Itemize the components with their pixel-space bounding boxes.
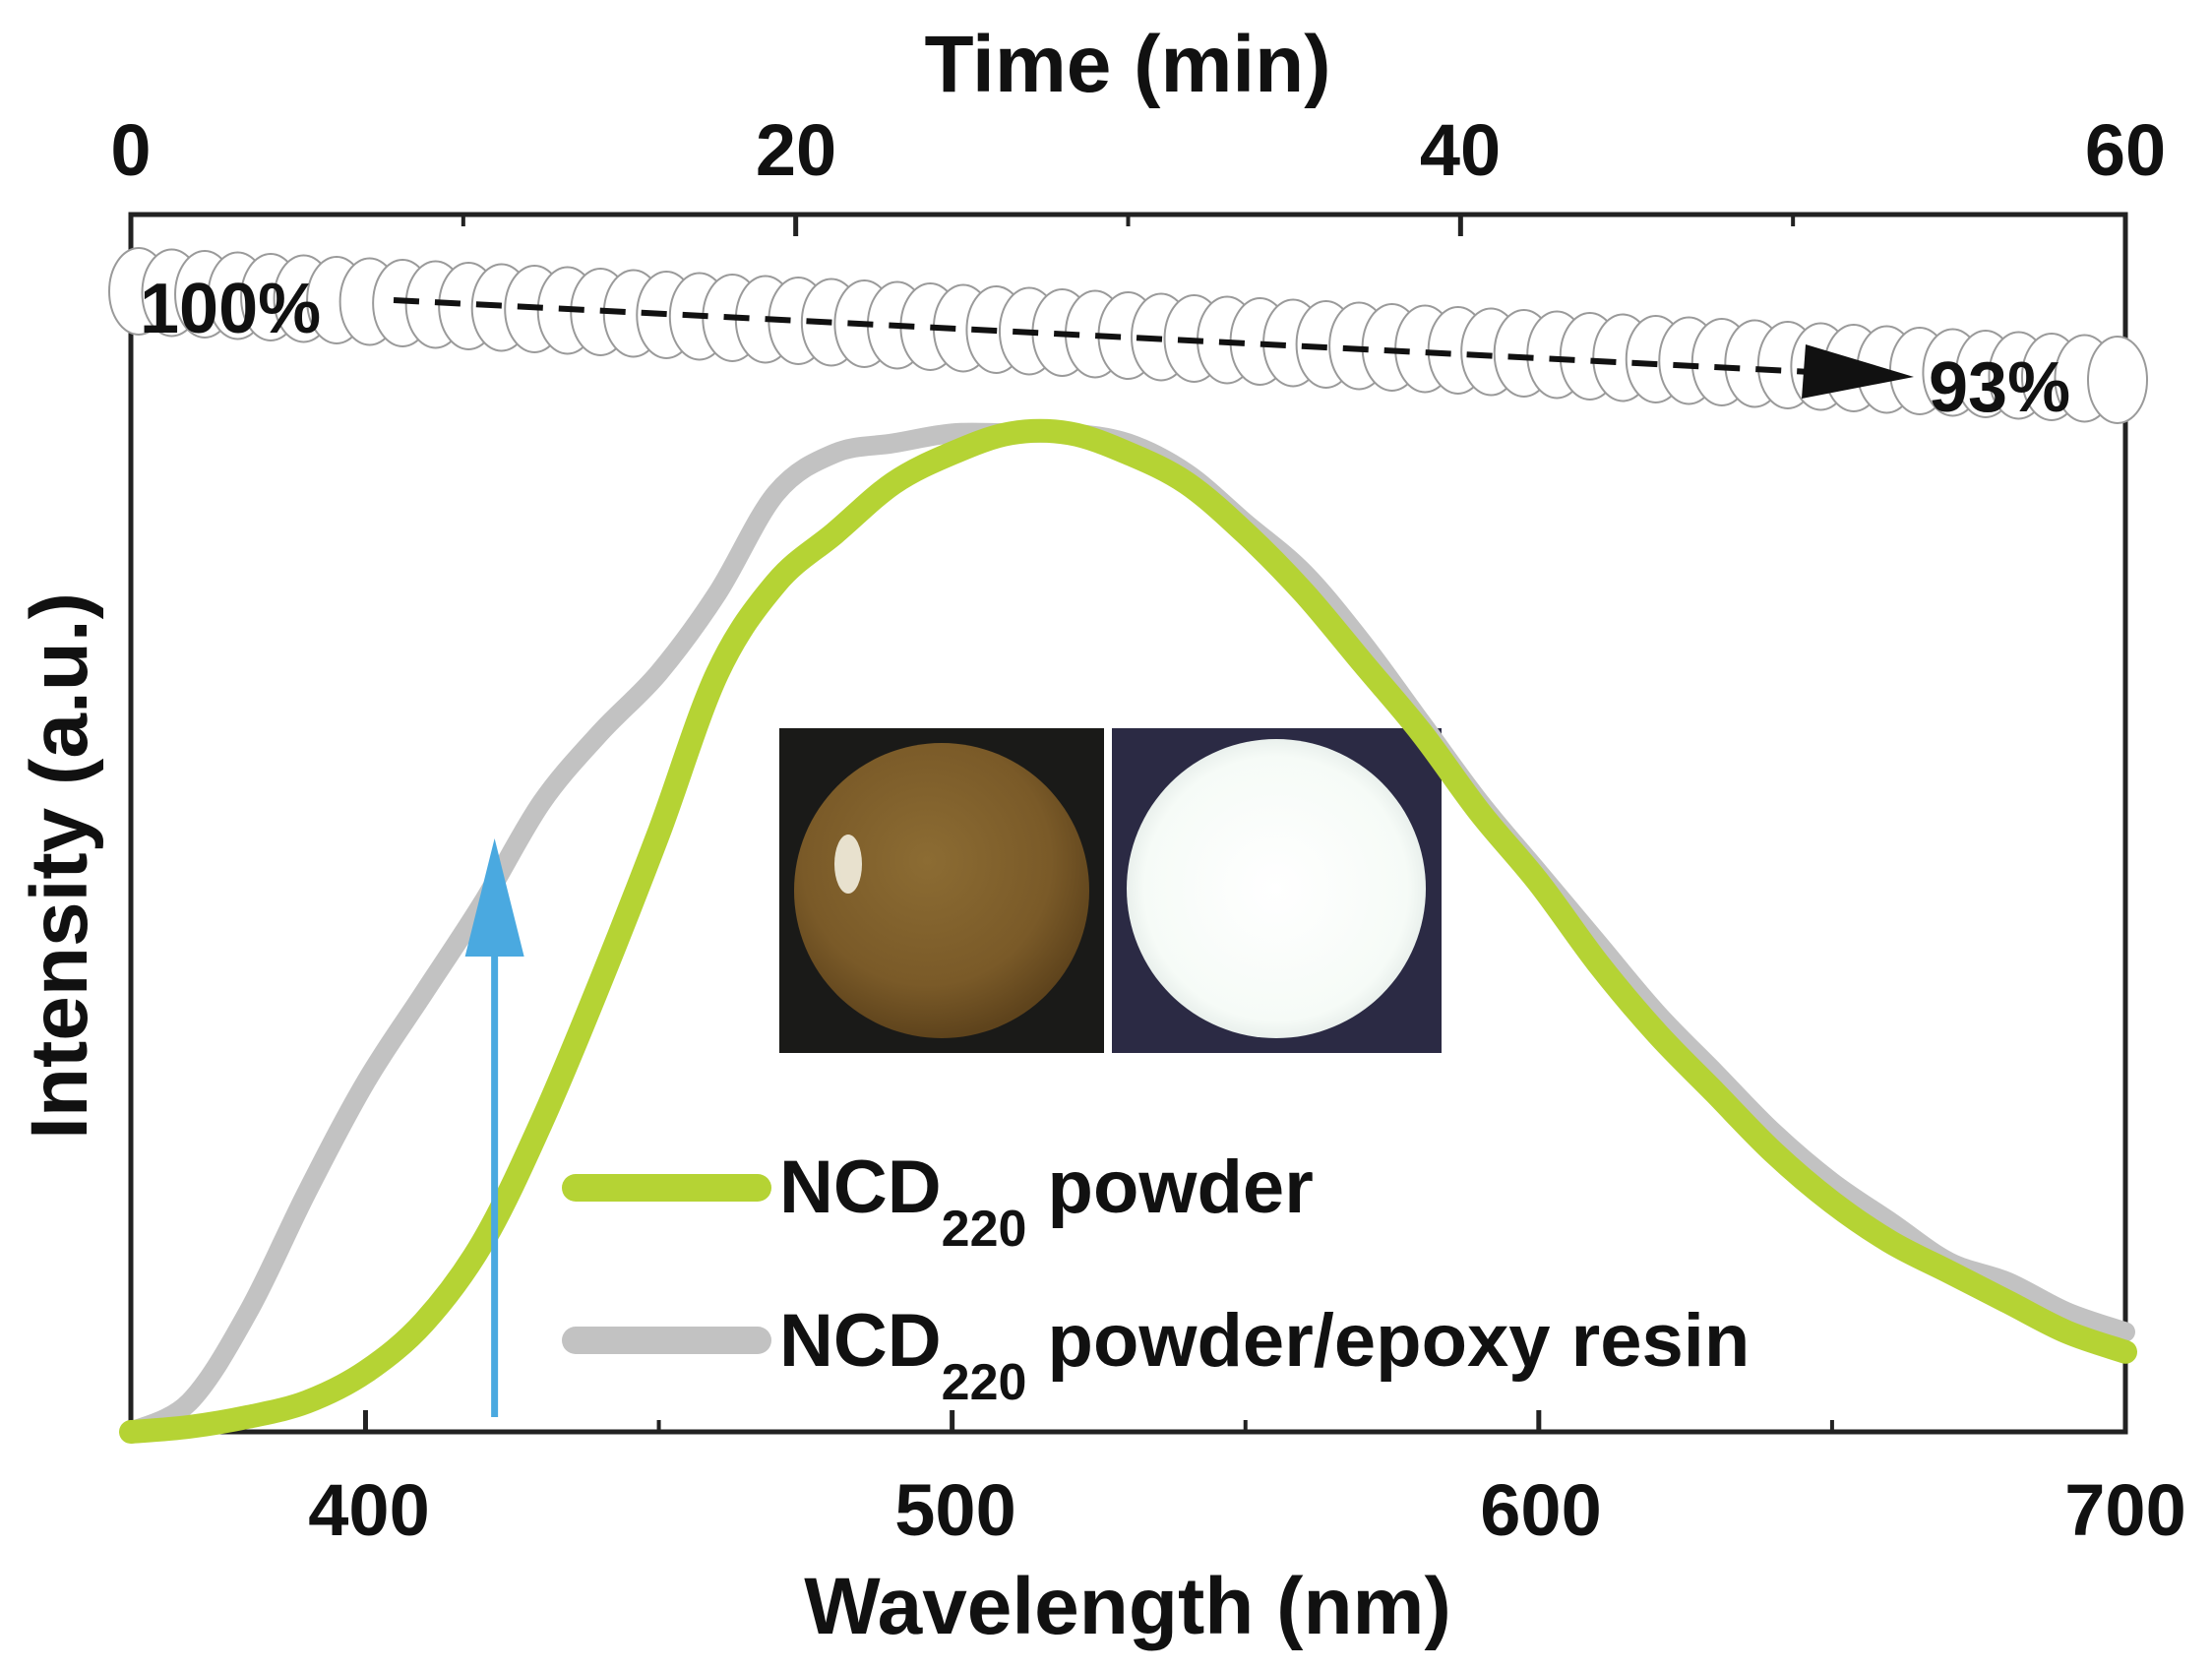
legend-label-epoxy-rest: powder/epoxy resin [1026, 1299, 1750, 1383]
stability-end-label: 93% [1929, 348, 2070, 427]
top-tick-label-0: 0 [110, 109, 151, 191]
inset-left-glare [834, 835, 862, 894]
legend-label-powder-rest: powder [1026, 1145, 1313, 1229]
top-tick-label-60: 60 [2085, 109, 2166, 191]
excitation-arrow-head [464, 838, 524, 957]
stability-band [108, 247, 2148, 424]
excitation-arrow [464, 838, 524, 1417]
y-axis-title: Intensity (a.u.) [15, 592, 104, 1140]
x-tick-label-400: 400 [308, 1469, 429, 1551]
x-tick-label-600: 600 [1480, 1469, 1601, 1551]
top-tick-label-40: 40 [1420, 109, 1501, 191]
stability-start-label: 100% [140, 270, 321, 348]
inset-photos [779, 728, 1442, 1053]
axis-ticks [128, 215, 2128, 1432]
legend-label-powder-sub: 220 [942, 1201, 1027, 1258]
legend-label-powder-main: NCD [779, 1145, 942, 1229]
inset-right-disc [1127, 739, 1426, 1038]
stability-arrow-head [1802, 344, 1914, 399]
top-tick-label-20: 20 [756, 109, 836, 191]
legend: NCD220 powder NCD220 powder/epoxy resin [562, 1145, 1750, 1411]
legend-label-powder: NCD220 powder [779, 1145, 1314, 1258]
stability-ring [2087, 336, 2148, 424]
stability-dash-line [393, 297, 1812, 375]
x-axis-title: Wavelength (nm) [804, 1562, 1451, 1651]
legend-label-epoxy-main: NCD [779, 1299, 942, 1383]
x-tick-label-500: 500 [894, 1469, 1015, 1551]
x-tick-label-700: 700 [2064, 1469, 2185, 1551]
top-axis-title: Time (min) [924, 20, 1330, 109]
stability-arrow [393, 297, 1914, 399]
inset-left-disc [794, 743, 1089, 1038]
series-line-0 [119, 418, 2137, 1444]
series-layer [119, 418, 2137, 1444]
legend-label-epoxy: NCD220 powder/epoxy resin [779, 1299, 1750, 1411]
legend-label-epoxy-sub: 220 [942, 1354, 1027, 1411]
